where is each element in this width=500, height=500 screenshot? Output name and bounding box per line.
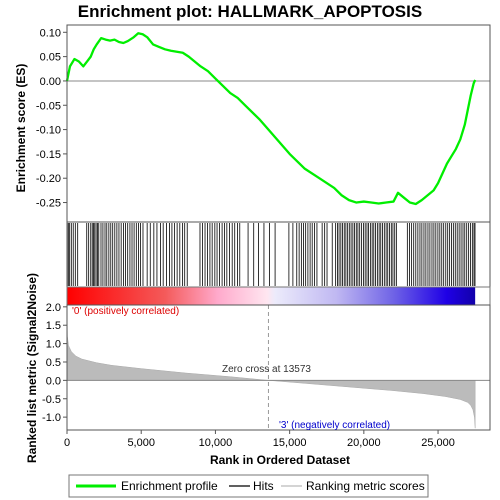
metric-tick-label: -0.5 [42, 394, 61, 406]
enrichment-profile-line [65, 32, 477, 206]
legend-hits-label: Hits [253, 479, 274, 493]
es-y-ticks: 0.10 0.05 0.00 -0.05 -0.10 -0.15 -0.20 -0.25 [36, 27, 67, 210]
negative-correlation-label: '3' (negatively correlated) [279, 420, 390, 431]
es-tick-label: -0.20 [36, 173, 61, 185]
metric-tick-label: 1.0 [46, 339, 61, 351]
metric-tick-label: 0.0 [46, 375, 61, 387]
rank-color-bar [66, 286, 491, 306]
hit-marks [66, 223, 476, 286]
legend-enrichment-label: Enrichment profile [121, 479, 218, 493]
x-axis-title: Rank in Ordered Dataset [210, 453, 350, 467]
metric-y-ticks: 2.0 1.5 1.0 0.5 0.0 -0.5 -1.0 [42, 302, 67, 424]
hits-panel [66, 221, 491, 288]
metric-panel-frame [66, 304, 491, 431]
ranking-metric-area [66, 306, 476, 429]
metric-tick-label: 2.0 [46, 302, 61, 314]
legend-metric-label: Ranking metric scores [306, 479, 425, 493]
positive-correlation-label: '0' (positively correlated) [72, 306, 179, 317]
metric-tick-label: 0.5 [46, 357, 61, 369]
es-tick-label: 0.10 [40, 27, 61, 39]
x-tick-label: 20,000 [347, 437, 381, 449]
x-tick-label: 15,000 [273, 437, 307, 449]
color-bar-gradient [67, 287, 476, 305]
es-tick-label: -0.05 [36, 100, 61, 112]
zero-cross-label: Zero cross at 13573 [222, 364, 311, 375]
legend: Enrichment profile Hits Ranking metric s… [68, 474, 429, 498]
metric-tick-label: -1.0 [42, 412, 61, 424]
x-tick-label: 0 [64, 437, 70, 449]
es-tick-label: 0.00 [40, 76, 61, 88]
es-tick-label: -0.15 [36, 149, 61, 161]
x-axis-ticks: 0 5,000 10,000 15,000 20,000 25,000 [64, 430, 455, 449]
es-y-axis-title: Enrichment score (ES) [14, 64, 28, 193]
metric-panel: 2.0 1.5 1.0 0.5 0.0 -0.5 -1.0 '0' (positively … [25, 273, 491, 463]
es-tick-label: -0.25 [36, 198, 61, 210]
es-panel: 0.10 0.05 0.00 -0.05 -0.10 -0.15 -0.20 -0.25 En… [14, 24, 491, 223]
x-tick-label: 10,000 [199, 437, 233, 449]
plot-title: Enrichment plot: HALLMARK_APOPTOSIS [78, 2, 422, 21]
es-tick-label: 0.05 [40, 52, 61, 64]
es-tick-label: -0.10 [36, 125, 61, 137]
x-tick-label: 5,000 [127, 437, 155, 449]
x-tick-label: 25,000 [421, 437, 455, 449]
metric-tick-label: 1.5 [46, 320, 61, 332]
metric-y-axis-title: Ranked list metric (Signal2Noise) [25, 273, 39, 463]
